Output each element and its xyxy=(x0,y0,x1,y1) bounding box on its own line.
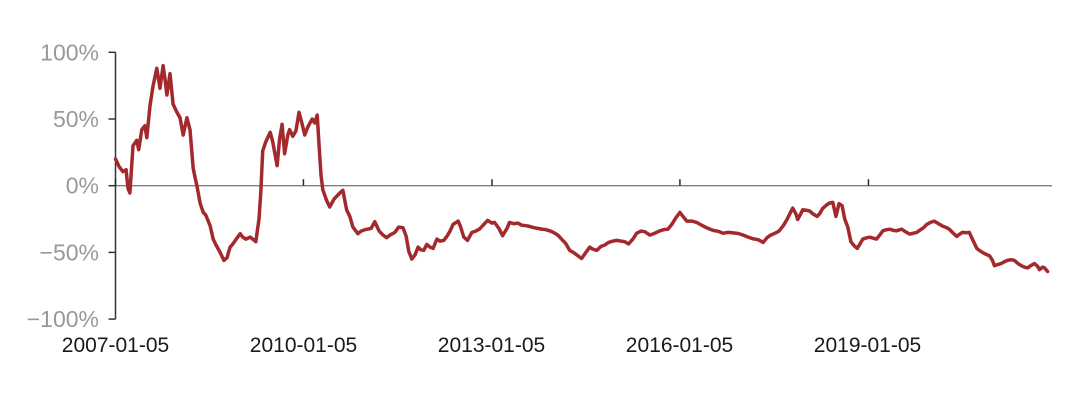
y-axis-tick-label: 50% xyxy=(53,106,99,132)
x-axis-tick-label: 2013-01-05 xyxy=(438,334,545,357)
x-axis-tick-label: 2010-01-05 xyxy=(250,334,357,357)
data-series-line xyxy=(113,63,1050,274)
x-axis-tick-label: 2007-01-05 xyxy=(62,334,169,357)
y-axis-tick-label: 100% xyxy=(40,39,99,65)
y-axis-tick-label: 0% xyxy=(66,173,99,199)
y-axis-tick-label: −50% xyxy=(40,239,99,265)
x-axis-tick-label: 2019-01-05 xyxy=(814,334,921,357)
axes-layer xyxy=(108,51,1052,320)
x-axis-tick-label: 2016-01-05 xyxy=(626,334,733,357)
y-axis-tick-label: −100% xyxy=(27,306,99,332)
